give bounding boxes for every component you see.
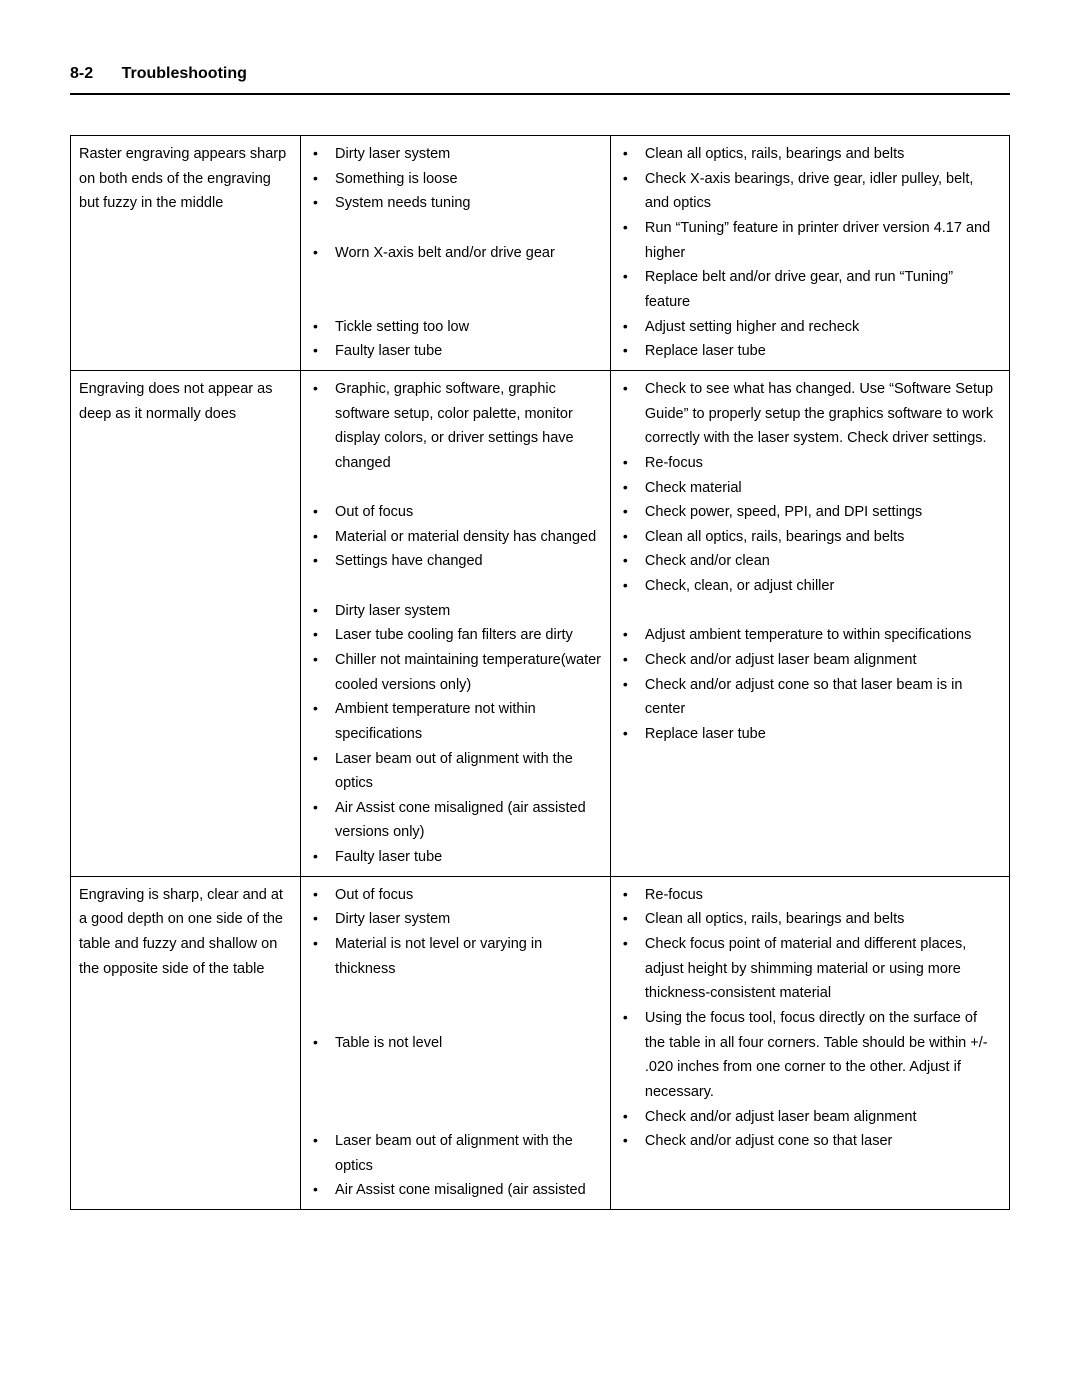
header-rule bbox=[70, 93, 1010, 95]
list-item bbox=[309, 1055, 602, 1080]
bullet-list: Out of focusDirty laser systemMaterial i… bbox=[309, 883, 602, 1203]
list-item: Check X-axis bearings, drive gear, idler… bbox=[619, 167, 1001, 216]
list-item: Replace laser tube bbox=[619, 722, 1001, 747]
table-row: Engraving is sharp, clear and at a good … bbox=[71, 876, 1010, 1209]
page-header: 8-2 Troubleshooting bbox=[70, 60, 1010, 87]
list-item: Laser beam out of alignment with the opt… bbox=[309, 747, 602, 796]
list-item: Chiller not maintaining temperature(wate… bbox=[309, 648, 602, 697]
list-item: Material or material density has changed bbox=[309, 525, 602, 550]
list-item: Faulty laser tube bbox=[309, 339, 602, 364]
list-item: Clean all optics, rails, bearings and be… bbox=[619, 525, 1001, 550]
causes-cell: Dirty laser systemSomething is looseSyst… bbox=[301, 136, 611, 371]
list-item: Laser tube cooling fan filters are dirty bbox=[309, 623, 602, 648]
bullet-list: Dirty laser systemSomething is looseSyst… bbox=[309, 142, 602, 364]
causes-cell: Graphic, graphic software, graphic softw… bbox=[301, 370, 611, 876]
list-item: Check to see what has changed. Use “Soft… bbox=[619, 377, 1001, 451]
list-item: Check and/or adjust cone so that laser b… bbox=[619, 673, 1001, 722]
table-row: Raster engraving appears sharp on both e… bbox=[71, 136, 1010, 371]
list-item: Laser beam out of alignment with the opt… bbox=[309, 1129, 602, 1178]
list-item: Clean all optics, rails, bearings and be… bbox=[619, 142, 1001, 167]
list-item: Faulty laser tube bbox=[309, 845, 602, 870]
list-item: Check focus point of material and differ… bbox=[619, 932, 1001, 1006]
list-item: Graphic, graphic software, graphic softw… bbox=[309, 377, 602, 476]
list-item: Tickle setting too low bbox=[309, 315, 602, 340]
list-item bbox=[309, 1105, 602, 1130]
causes-cell: Out of focusDirty laser systemMaterial i… bbox=[301, 876, 611, 1209]
list-item bbox=[309, 476, 602, 501]
fixes-cell: Re-focusClean all optics, rails, bearing… bbox=[610, 876, 1009, 1209]
list-item: Dirty laser system bbox=[309, 907, 602, 932]
list-item: Check and/or adjust laser beam alignment bbox=[619, 1105, 1001, 1130]
list-item: Table is not level bbox=[309, 1031, 602, 1056]
list-item: Dirty laser system bbox=[309, 599, 602, 624]
list-item bbox=[309, 216, 602, 241]
list-item: Replace belt and/or drive gear, and run … bbox=[619, 265, 1001, 314]
list-item: Check material bbox=[619, 476, 1001, 501]
page-title: Troubleshooting bbox=[122, 65, 247, 82]
list-item: Out of focus bbox=[309, 500, 602, 525]
list-item: Re-focus bbox=[619, 883, 1001, 908]
list-item: Out of focus bbox=[309, 883, 602, 908]
list-item: Re-focus bbox=[619, 451, 1001, 476]
list-item bbox=[309, 574, 602, 599]
bullet-list: Graphic, graphic software, graphic softw… bbox=[309, 377, 602, 870]
list-item: Check and/or adjust laser beam alignment bbox=[619, 648, 1001, 673]
list-item bbox=[309, 1006, 602, 1031]
problem-cell: Raster engraving appears sharp on both e… bbox=[71, 136, 301, 371]
list-item: Check and/or clean bbox=[619, 549, 1001, 574]
list-item bbox=[309, 290, 602, 315]
bullet-list: Re-focusClean all optics, rails, bearing… bbox=[619, 883, 1001, 1154]
list-item bbox=[309, 1080, 602, 1105]
list-item: Material is not level or varying in thic… bbox=[309, 932, 602, 981]
list-item: Ambient temperature not within specifica… bbox=[309, 697, 602, 746]
list-item bbox=[309, 981, 602, 1006]
list-item: Worn X-axis belt and/or drive gear bbox=[309, 241, 602, 266]
table-row: Engraving does not appear as deep as it … bbox=[71, 370, 1010, 876]
list-item: Adjust ambient temperature to within spe… bbox=[619, 623, 1001, 648]
problem-cell: Engraving is sharp, clear and at a good … bbox=[71, 876, 301, 1209]
problem-cell: Engraving does not appear as deep as it … bbox=[71, 370, 301, 876]
list-item: Using the focus tool, focus directly on … bbox=[619, 1006, 1001, 1105]
list-item: Check, clean, or adjust chiller bbox=[619, 574, 1001, 599]
list-item bbox=[619, 599, 1001, 624]
list-item: Settings have changed bbox=[309, 549, 602, 574]
bullet-list: Clean all optics, rails, bearings and be… bbox=[619, 142, 1001, 364]
list-item: System needs tuning bbox=[309, 191, 602, 216]
list-item bbox=[309, 265, 602, 290]
list-item: Something is loose bbox=[309, 167, 602, 192]
list-item: Dirty laser system bbox=[309, 142, 602, 167]
list-item: Adjust setting higher and recheck bbox=[619, 315, 1001, 340]
fixes-cell: Clean all optics, rails, bearings and be… bbox=[610, 136, 1009, 371]
list-item: Check power, speed, PPI, and DPI setting… bbox=[619, 500, 1001, 525]
list-item: Air Assist cone misaligned (air assisted… bbox=[309, 796, 602, 845]
list-item: Replace laser tube bbox=[619, 339, 1001, 364]
list-item: Run “Tuning” feature in printer driver v… bbox=[619, 216, 1001, 265]
list-item: Clean all optics, rails, bearings and be… bbox=[619, 907, 1001, 932]
bullet-list: Check to see what has changed. Use “Soft… bbox=[619, 377, 1001, 747]
fixes-cell: Check to see what has changed. Use “Soft… bbox=[610, 370, 1009, 876]
page-number: 8-2 bbox=[70, 65, 93, 82]
list-item: Air Assist cone misaligned (air assisted bbox=[309, 1178, 602, 1203]
troubleshooting-table: Raster engraving appears sharp on both e… bbox=[70, 135, 1010, 1210]
list-item: Check and/or adjust cone so that laser bbox=[619, 1129, 1001, 1154]
